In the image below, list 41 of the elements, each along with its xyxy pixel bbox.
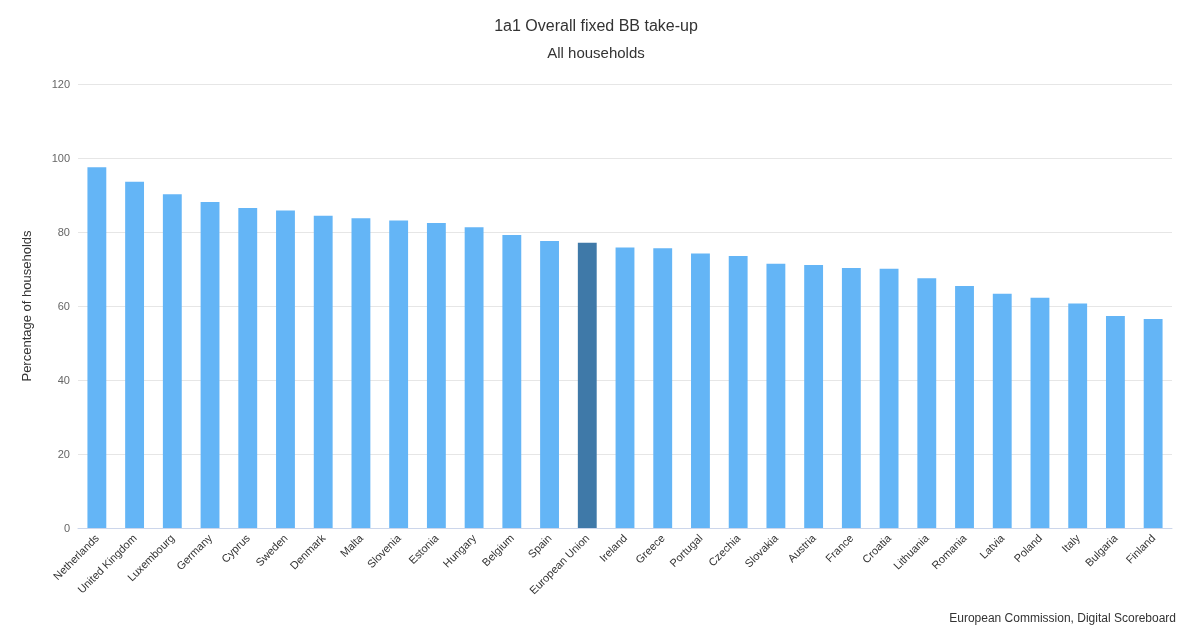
bar <box>125 181 145 528</box>
y-tick-label: 60 <box>57 300 70 312</box>
bar <box>615 247 635 528</box>
bar <box>389 220 409 528</box>
bar <box>804 264 824 528</box>
bar <box>879 268 899 528</box>
bar <box>917 278 937 528</box>
chart-subtitle: All households <box>547 44 645 61</box>
bar <box>200 202 220 528</box>
bar <box>577 242 597 528</box>
bar <box>313 215 333 528</box>
y-tick-label: 20 <box>57 448 70 460</box>
bar <box>766 263 786 528</box>
bar <box>87 167 107 528</box>
bar <box>464 227 484 528</box>
bar <box>351 218 371 528</box>
y-tick-label: 100 <box>51 152 70 164</box>
bar <box>653 248 673 528</box>
bar <box>728 256 748 528</box>
bar <box>1030 297 1050 528</box>
bar <box>162 194 182 528</box>
bar <box>1143 318 1163 528</box>
bar <box>992 293 1012 528</box>
chart-title: 1a1 Overall fixed BB take-up <box>494 16 698 34</box>
bar <box>691 253 710 528</box>
bar <box>955 286 974 528</box>
y-tick-label: 40 <box>57 374 70 386</box>
y-axis-title: Percentage of households <box>19 229 34 382</box>
bar <box>276 210 295 528</box>
bar <box>841 267 861 528</box>
y-tick-label: 0 <box>63 522 70 534</box>
bar <box>502 234 522 528</box>
bar <box>540 240 559 528</box>
x-tick-label: Italy <box>1059 531 1083 555</box>
bar <box>1105 315 1125 528</box>
y-tick-label: 80 <box>57 226 70 238</box>
bar <box>238 207 258 528</box>
y-tick-label: 120 <box>51 78 70 90</box>
text: European Commission, Digital Scoreboard <box>949 611 1177 625</box>
bar <box>1068 303 1088 528</box>
bar <box>426 223 446 528</box>
